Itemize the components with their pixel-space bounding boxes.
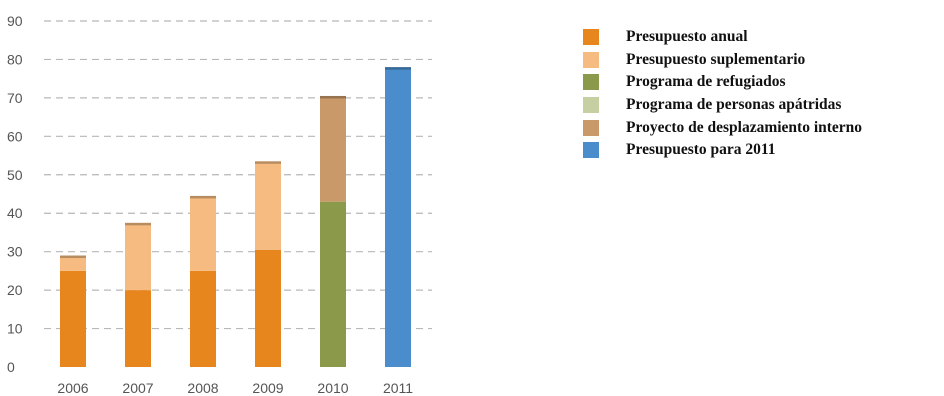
- legend-label: Presupuesto para 2011: [626, 141, 776, 159]
- x-tick-label: 2008: [187, 380, 218, 396]
- legend-label: Presupuesto anual: [626, 28, 748, 46]
- legend-label: Programa de refugiados: [626, 73, 786, 91]
- bar-cap: [320, 95, 346, 99]
- legend-item-programa-de-personas-apatridas: Programa de personas apátridas: [583, 94, 862, 117]
- bar-segment: [255, 161, 281, 250]
- legend-swatch: [583, 97, 599, 114]
- y-axis-ticks: 0 10 20 30 40 50 60 70 80 90: [7, 13, 23, 375]
- bar-segment: [125, 290, 151, 367]
- y-tick-label: 50: [7, 167, 23, 183]
- legend-swatch: [583, 29, 599, 46]
- bar-segment: [385, 67, 411, 367]
- y-tick-label: 20: [7, 282, 23, 298]
- y-tick-label: 40: [7, 205, 23, 221]
- legend-label: Proyecto de desplazamiento interno: [626, 118, 863, 136]
- bar-segment: [320, 201, 346, 367]
- legend-item-proyecto-de-desplazamiento-interno: Proyecto de desplazamiento interno: [583, 116, 862, 139]
- y-tick-label: 0: [7, 359, 15, 375]
- bar-segment: [125, 222, 151, 291]
- bar-segment: [255, 249, 281, 367]
- x-axis-ticks: 2006 2007 2008 2009 2010 2011: [57, 380, 413, 396]
- bar-cap: [190, 195, 216, 199]
- bar-cap: [125, 222, 151, 226]
- bar-segment: [190, 195, 216, 271]
- legend-item-presupuesto-suplementario: Presupuesto suplementario: [583, 49, 862, 72]
- legend-item-programa-de-refugiados: Programa de refugiados: [583, 71, 862, 94]
- bar-cap: [385, 67, 411, 70]
- bar-cap: [60, 255, 86, 259]
- y-tick-label: 60: [7, 128, 23, 144]
- x-tick-label: 2009: [252, 380, 283, 396]
- legend-swatch: [583, 119, 599, 136]
- bar-segment: [60, 270, 86, 367]
- x-tick-label: 2010: [317, 380, 348, 396]
- bar-segment: [60, 255, 86, 271]
- bar-cap: [255, 161, 281, 164]
- legend-swatch: [583, 51, 599, 68]
- legend: Presupuesto anual Presupuesto suplementa…: [583, 26, 862, 162]
- y-tick-label: 80: [7, 51, 23, 67]
- legend-label: Programa de personas apátridas: [626, 96, 842, 114]
- y-tick-label: 90: [7, 13, 23, 29]
- x-tick-label: 2006: [57, 380, 88, 396]
- x-tick-label: 2011: [383, 380, 413, 396]
- legend-swatch: [583, 142, 599, 159]
- y-tick-label: 30: [7, 244, 23, 260]
- legend-item-presupuesto-anual: Presupuesto anual: [583, 26, 862, 49]
- bar-segment: [190, 270, 216, 367]
- y-tick-label: 70: [7, 90, 23, 106]
- legend-item-presupuesto-para-2011: Presupuesto para 2011: [583, 139, 862, 162]
- bar-segment: [320, 95, 346, 202]
- bars: [60, 67, 411, 367]
- y-tick-label: 10: [7, 321, 23, 337]
- gridlines: [44, 20, 432, 330]
- legend-label: Presupuesto suplementario: [626, 50, 806, 68]
- legend-swatch: [583, 74, 599, 91]
- x-tick-label: 2007: [122, 380, 153, 396]
